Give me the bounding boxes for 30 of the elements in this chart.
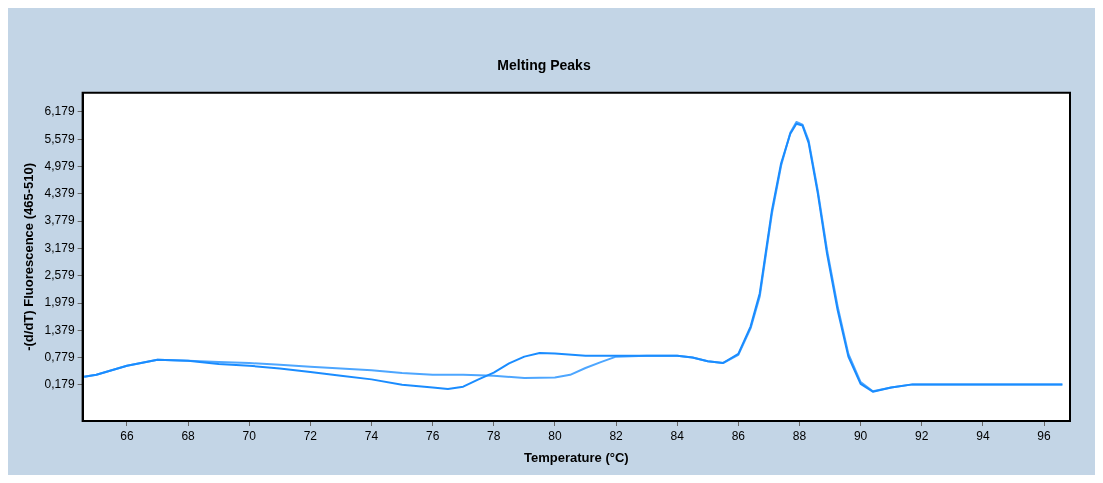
chart-title: Melting Peaks [497, 57, 591, 74]
x-tick-label: 76 [425, 428, 440, 443]
y-tick-label: 3,779 [44, 213, 75, 228]
x-tick-label: 90 [853, 428, 868, 443]
x-axis-title: Temperature (°C) [523, 449, 629, 465]
y-tick-label: 6,179 [44, 104, 75, 119]
x-tick-label: 96 [1037, 428, 1052, 443]
x-tick-label: 68 [181, 428, 196, 443]
x-tick-label: 80 [548, 428, 562, 443]
x-tick-label: 74 [364, 428, 379, 443]
x-tick-label: 66 [120, 428, 134, 443]
x-tick-label: 86 [731, 428, 746, 443]
y-tick-label: 0,179 [44, 377, 75, 392]
y-tick-label: 1,379 [44, 322, 75, 337]
x-tick-label: 72 [303, 428, 318, 443]
x-tick-label: 82 [609, 428, 624, 443]
x-tick-label: 94 [976, 428, 990, 443]
y-tick-label: 0,779 [44, 349, 75, 364]
y-tick-label: 4,979 [44, 158, 75, 173]
y-tick-label: 1,979 [44, 295, 75, 310]
y-tick-label: 5,579 [44, 131, 75, 146]
y-tick-label: 3,179 [44, 240, 75, 255]
x-tick-label: 84 [670, 428, 685, 443]
y-tick-label: 4,379 [44, 186, 75, 201]
x-tick-label: 78 [487, 428, 501, 443]
y-axis-title: -(d/dT) Fluorescence (465-510) [21, 162, 37, 351]
x-tick-label: 88 [792, 428, 807, 443]
x-tick-label: 70 [242, 428, 257, 443]
y-tick-label: 2,579 [44, 268, 75, 283]
x-tick-label: 92 [915, 428, 929, 443]
